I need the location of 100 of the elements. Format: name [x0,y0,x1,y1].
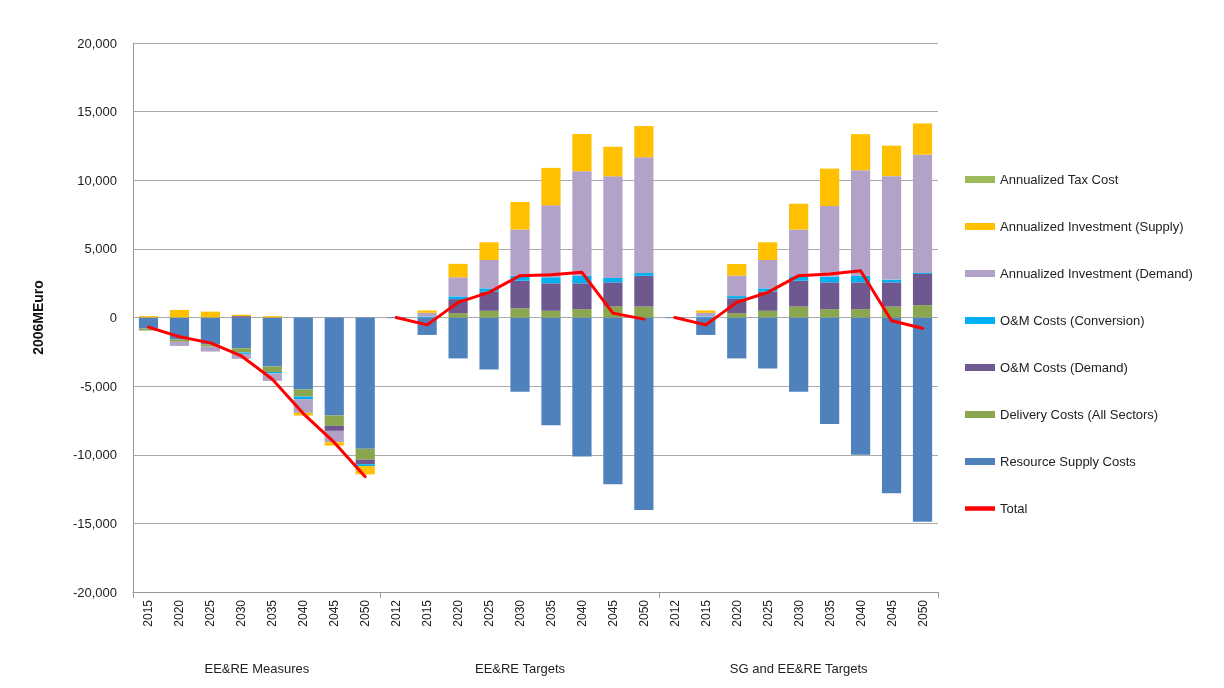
y-tick-label: 20,000 [77,35,117,51]
bar [820,206,840,277]
x-tick-label: 2015 [698,599,713,627]
bar [355,448,375,460]
bar [510,280,530,309]
legend-label: Delivery Costs (All Sectors) [1000,407,1159,422]
bar [881,145,902,177]
bar [727,313,747,318]
y-tick-label: -20,000 [72,584,117,600]
bar [169,339,190,342]
x-tick-label: 2045 [884,599,899,627]
x-tick-label: 2035 [265,599,280,627]
bar [881,282,902,307]
legend-label: Resource Supply Costs [1000,454,1137,469]
bar [448,313,468,318]
bar [293,389,313,397]
bar [572,317,592,457]
bar [696,312,716,317]
bar [479,317,499,370]
x-tick-label: 2045 [605,599,620,627]
x-tick-label: 2020 [451,599,466,627]
legend-label: O&M Costs (Demand) [1000,360,1128,375]
legend-label: O&M Costs (Conversion) [1000,313,1145,328]
bar [541,205,561,278]
bar [789,229,809,277]
bar [912,305,933,318]
bar [603,317,623,485]
x-tick-label: 2025 [482,599,497,627]
y-tick-label: 5,000 [84,241,117,257]
y-tick-label: -15,000 [72,515,117,531]
bar [541,317,561,426]
bar [169,309,190,318]
y-tick-label: -10,000 [72,447,117,463]
bar [324,425,344,431]
x-tick-label: 2050 [915,599,930,627]
bar [603,176,623,278]
bar [603,277,623,283]
x-tick-label: 2030 [234,599,249,627]
bar [572,283,592,310]
bar [758,317,778,369]
legend-label: Total [1000,501,1028,516]
legend-label: Annualized Tax Cost [1000,172,1119,187]
bar [634,317,654,510]
bar [912,317,933,522]
bar [789,317,809,392]
bar [324,317,344,416]
bar [510,229,530,276]
x-tick-label: 2020 [172,599,187,627]
bar [851,309,871,318]
bar [912,154,933,274]
bar [634,126,654,158]
x-tick-label: 2015 [420,599,435,627]
x-tick-label: 2015 [141,599,156,627]
bar [541,310,561,318]
bar [789,203,809,230]
bar [881,176,902,280]
bar [820,309,840,318]
bar [758,242,778,260]
bar [200,311,220,318]
bar [262,317,282,367]
x-tick-label: 2050 [636,599,651,627]
bar [789,306,809,318]
bar [634,157,654,274]
bar [634,275,654,307]
bar [634,273,654,276]
x-tick-label: 2030 [513,599,528,627]
bar [541,283,561,311]
bar [231,317,251,349]
bar [820,282,840,310]
bar [727,263,747,276]
bar [881,317,902,494]
bar [789,280,809,307]
line-series [394,270,646,327]
bar [603,282,623,307]
bar [448,263,468,278]
x-tick-label: 2040 [574,599,589,627]
bar [727,275,747,297]
bar [355,317,375,449]
bar [448,296,468,300]
x-tick-label: 2030 [791,599,806,627]
x-tick-label: 2035 [822,599,837,627]
line-series [146,325,367,479]
bar [479,259,499,289]
x-tick-label: 2045 [327,599,342,627]
bar [912,123,933,155]
bar [200,346,220,352]
x-tick-label: 2035 [543,599,558,627]
y-axis-title: 2006MEuro [30,280,46,355]
bar [572,134,592,172]
legend-label: Annualized Investment (Supply) [1000,219,1184,234]
x-tick-label: 2040 [853,599,868,627]
bar [510,317,530,392]
text: EE&RE Targets [474,660,566,676]
bar [448,317,468,359]
bar [417,312,437,317]
bar [541,277,561,284]
x-tick-label: 2040 [296,599,311,627]
x-tick-label: 2020 [729,599,744,627]
bar [479,291,499,311]
bar [510,201,530,230]
